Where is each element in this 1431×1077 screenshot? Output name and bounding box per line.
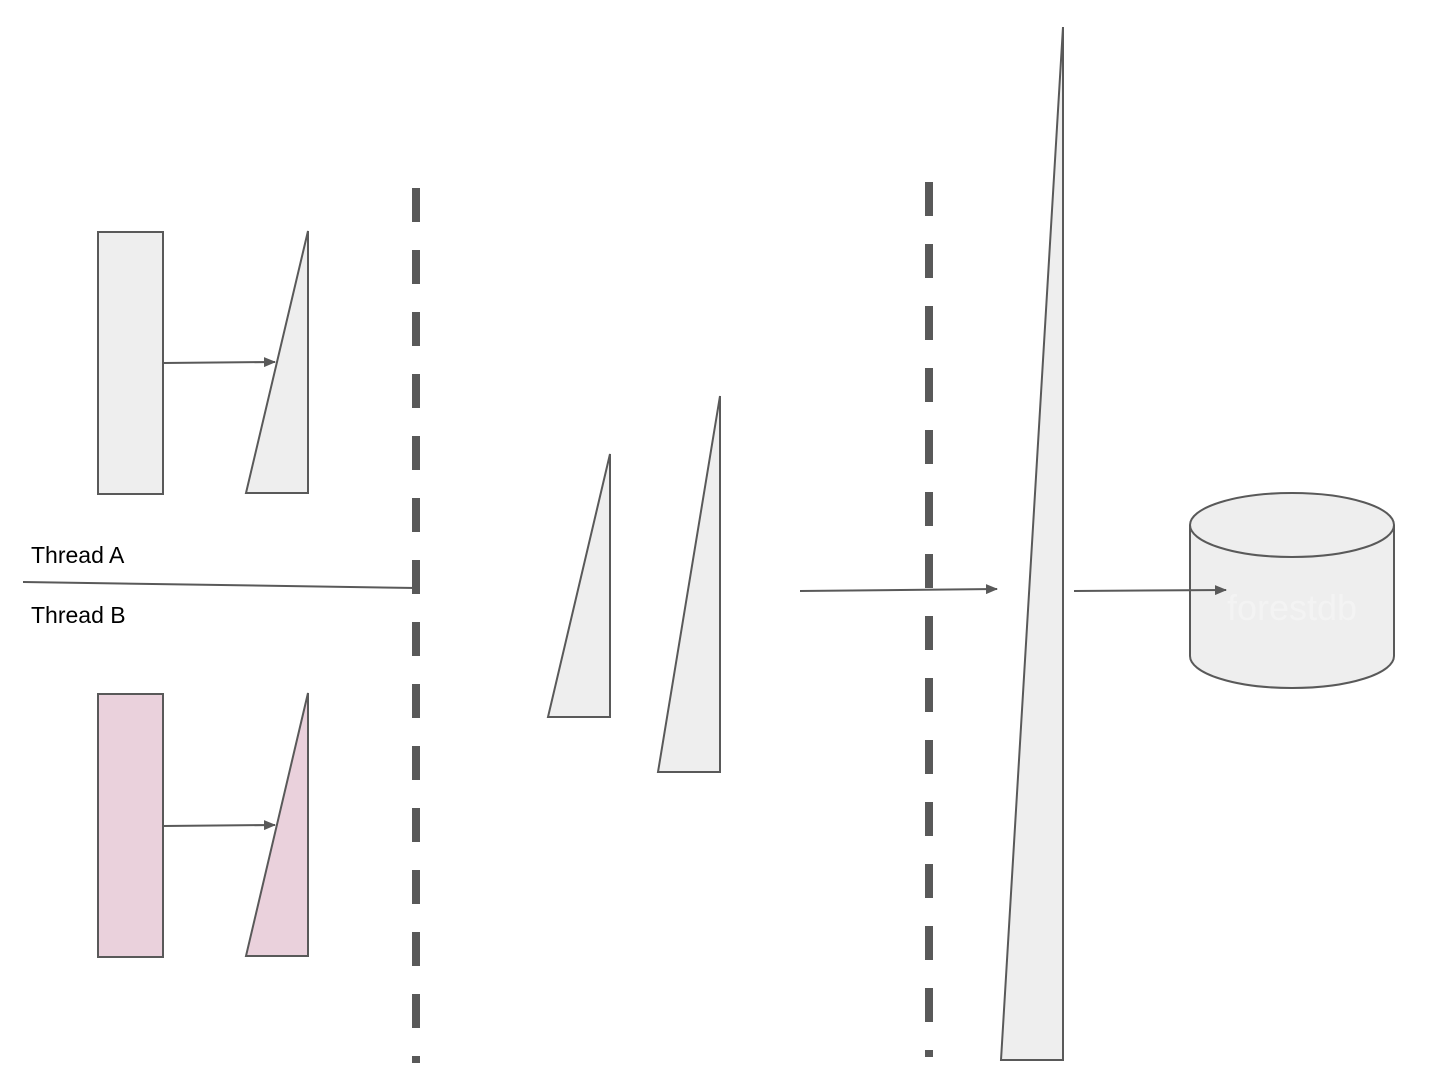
merged-tree-triangle xyxy=(999,26,1064,1061)
middle-tree-triangle-1 xyxy=(546,453,611,718)
thread-a-buffer-arrow xyxy=(162,357,276,368)
thread-a-buffer-rect xyxy=(97,231,164,495)
thread-b-tree-triangle xyxy=(244,692,309,957)
middle-tree-triangle-2 xyxy=(656,395,721,773)
thread-a-label: Thread A xyxy=(31,542,125,568)
merged-to-db-arrow xyxy=(1073,585,1227,596)
thread-b-buffer-arrow xyxy=(162,820,276,831)
thread-a-tree-triangle xyxy=(244,230,309,494)
forestdb-database-icon: forestdb xyxy=(1189,492,1395,689)
thread-b-label: Thread B xyxy=(31,602,126,628)
database-label: forestdb xyxy=(1227,587,1357,628)
middle-to-merged-arrow xyxy=(799,584,998,595)
database-cylinder-top xyxy=(1189,492,1395,558)
thread-separator-line xyxy=(22,581,417,589)
thread-b-buffer-rect xyxy=(97,693,164,958)
database-cylinder-body xyxy=(1189,525,1395,689)
